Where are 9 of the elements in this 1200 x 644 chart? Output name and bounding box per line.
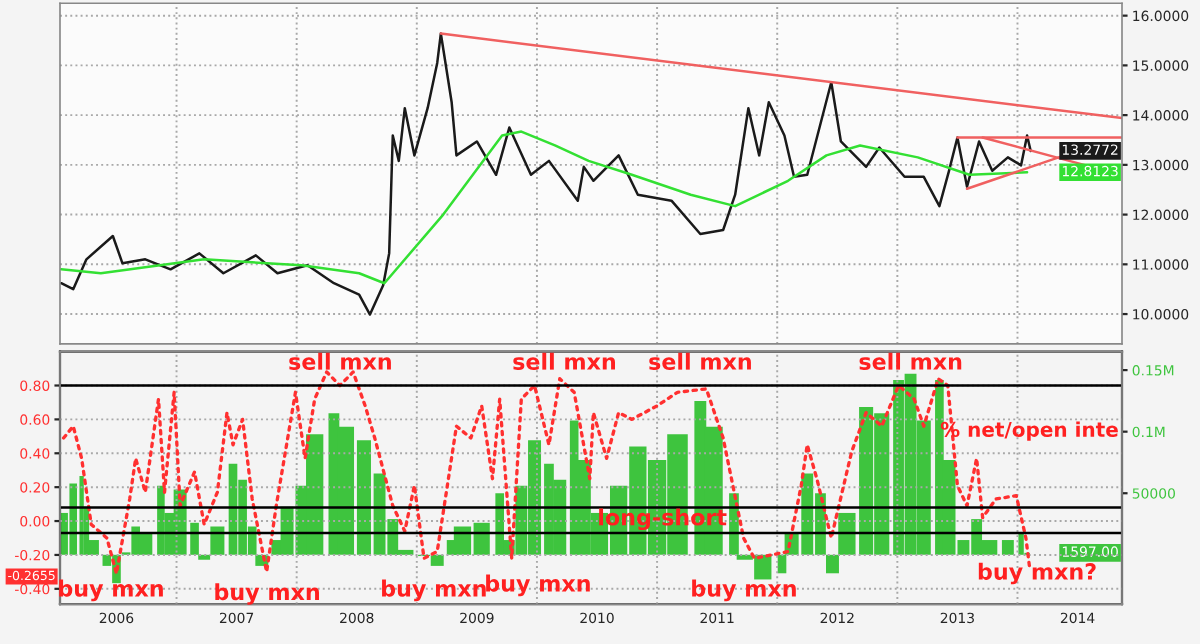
annotation: sell mxn — [859, 352, 962, 370]
annotation: sell mxn — [289, 352, 391, 370]
annotation: buy mxn — [692, 579, 796, 602]
annotation: buy mxn — [486, 574, 590, 597]
annotation: buy mxn — [382, 579, 486, 602]
annotation: buy mxn? — [978, 562, 1096, 585]
annotation: sell mxn — [513, 352, 615, 370]
annotation: buy mxn — [215, 583, 319, 605]
annotation: sell mxn — [649, 352, 751, 370]
